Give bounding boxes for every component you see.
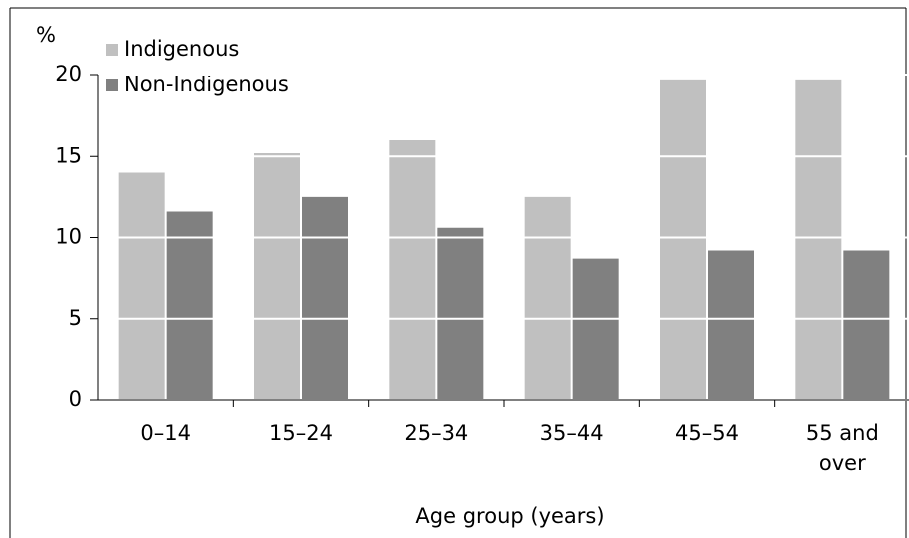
x-tick-label: 25–34 (404, 421, 469, 445)
legend-label: Indigenous (124, 37, 239, 61)
y-tick-label: 10 (55, 225, 82, 249)
bar (843, 250, 890, 400)
y-tick-label: 15 (55, 143, 82, 167)
bar (437, 227, 484, 400)
bar (572, 258, 619, 400)
bar (524, 196, 571, 400)
x-axis-label: Age group (years) (415, 504, 604, 528)
legend-swatch (106, 44, 118, 56)
legend-swatch (106, 79, 118, 91)
bar (389, 140, 436, 400)
bar (708, 250, 754, 400)
bar (660, 79, 706, 400)
x-tick-label: 55 and over (805, 421, 879, 475)
x-tick-label: 15–24 (269, 421, 333, 445)
bar (166, 211, 213, 400)
y-tick-label: 0 (69, 387, 82, 411)
x-tick-label: 0–14 (140, 421, 191, 445)
y-tick-label: 5 (69, 306, 82, 330)
bar (795, 79, 842, 400)
bar (118, 172, 165, 400)
y-tick-label: 20 (55, 62, 82, 86)
bar (254, 153, 300, 400)
bar (302, 196, 348, 400)
x-tick-label: 45–54 (675, 421, 739, 445)
y-axis-label: % (36, 23, 56, 47)
x-tick-label: 35–44 (539, 421, 604, 445)
